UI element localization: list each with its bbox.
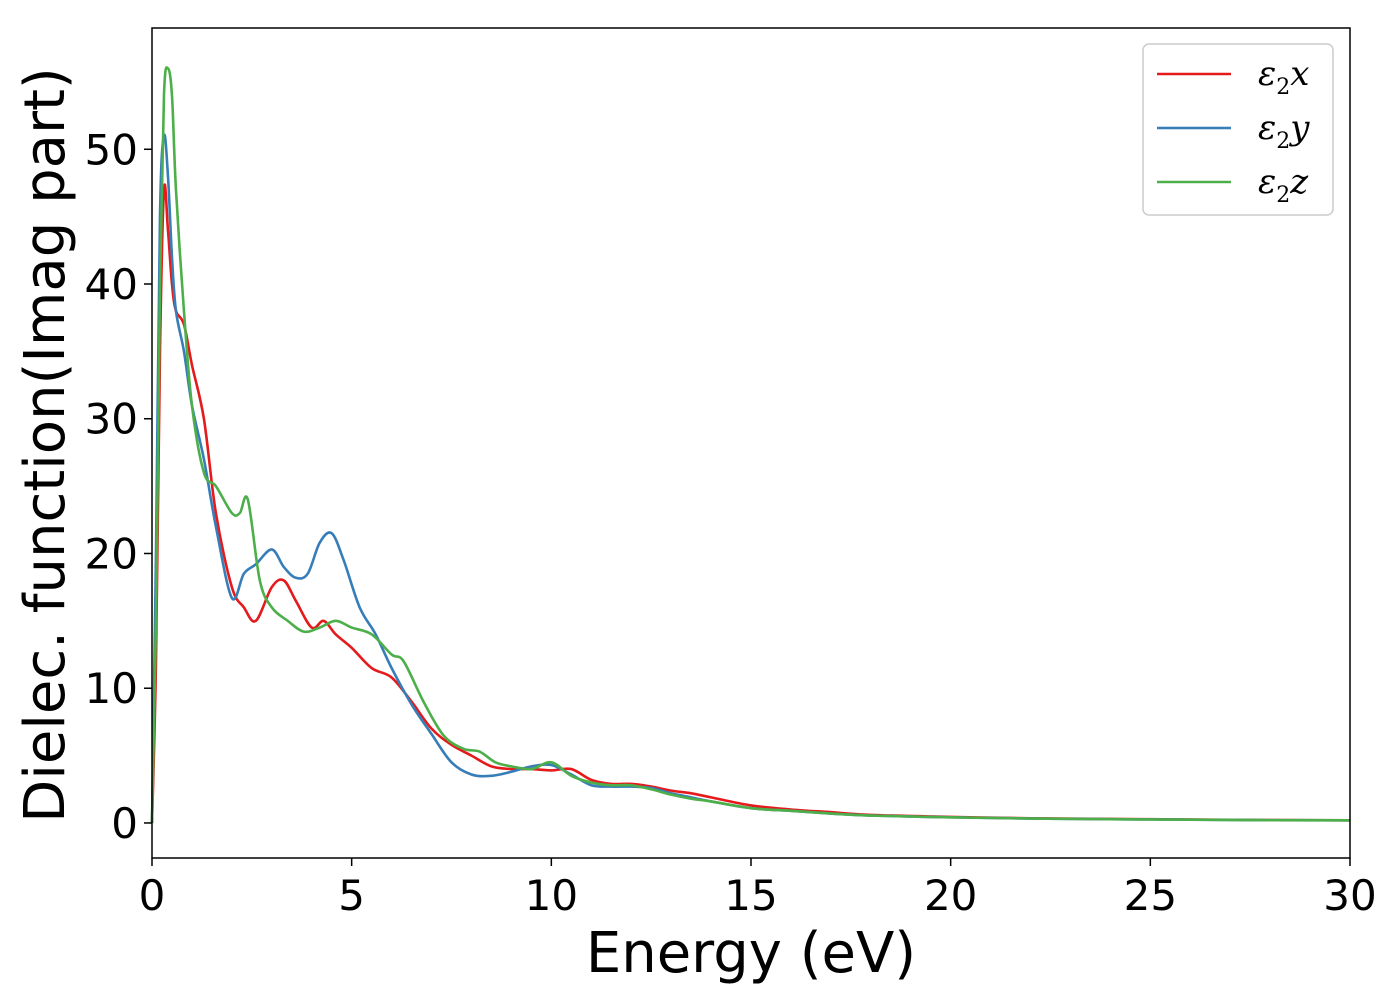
x-tick-label: 15 [724, 871, 777, 920]
series-line-x [150, 183, 1351, 824]
y-tick-label: 30 [85, 395, 138, 444]
x-axis-ticks: 0 5 10 15 20 25 30 [139, 858, 1377, 920]
y-tick-label: 20 [85, 529, 138, 578]
x-tick-label: 0 [139, 871, 166, 920]
y-tick-label: 0 [111, 799, 138, 848]
y-axis-ticks: 0 10 20 30 40 50 [85, 125, 152, 848]
y-tick-label: 50 [85, 125, 138, 174]
x-tick-label: 10 [525, 871, 578, 920]
y-axis-label: Dielec. function(Imag part) [13, 67, 78, 823]
y-tick-label: 10 [85, 664, 138, 713]
series-layer [150, 66, 1351, 824]
series-line-z [150, 66, 1351, 823]
x-tick-label: 20 [924, 871, 977, 920]
legend: ε2x ε2y ε2z [1142, 43, 1334, 216]
legend-box [1142, 43, 1334, 216]
legend-label-y: ε2y [1258, 108, 1310, 154]
legend-label-z: ε2z [1258, 162, 1309, 208]
y-tick-label: 40 [85, 260, 138, 309]
x-tick-label: 5 [338, 871, 365, 920]
x-axis-label: Energy (eV) [586, 921, 916, 986]
x-tick-label: 30 [1323, 871, 1376, 920]
legend-label-x: ε2x [1258, 54, 1309, 100]
x-tick-label: 25 [1124, 871, 1177, 920]
series-line-y [150, 133, 1351, 823]
